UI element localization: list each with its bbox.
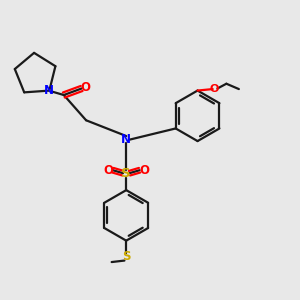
Text: S: S — [122, 167, 131, 180]
Text: O: O — [80, 81, 91, 94]
Text: S: S — [122, 250, 130, 263]
Text: O: O — [139, 164, 149, 177]
Text: N: N — [44, 84, 54, 97]
Text: N: N — [121, 133, 131, 146]
Text: O: O — [210, 84, 219, 94]
Text: O: O — [103, 164, 113, 177]
